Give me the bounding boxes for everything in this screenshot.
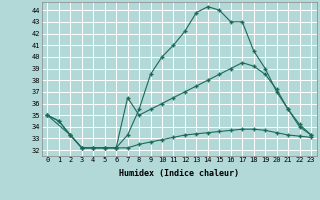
X-axis label: Humidex (Indice chaleur): Humidex (Indice chaleur) <box>119 169 239 178</box>
